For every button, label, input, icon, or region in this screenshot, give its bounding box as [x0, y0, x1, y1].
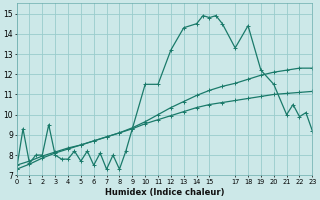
- X-axis label: Humidex (Indice chaleur): Humidex (Indice chaleur): [105, 188, 224, 197]
